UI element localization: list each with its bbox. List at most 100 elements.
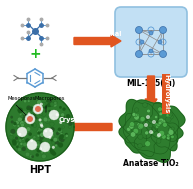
Circle shape — [36, 153, 39, 156]
Circle shape — [146, 115, 150, 119]
Circle shape — [52, 115, 56, 119]
Circle shape — [19, 113, 23, 116]
Circle shape — [58, 128, 63, 133]
Circle shape — [31, 124, 34, 126]
Circle shape — [166, 113, 171, 118]
Circle shape — [50, 130, 53, 133]
Circle shape — [49, 99, 53, 104]
Circle shape — [149, 49, 153, 53]
Circle shape — [26, 127, 30, 131]
Circle shape — [32, 104, 37, 109]
Circle shape — [38, 127, 42, 132]
Circle shape — [140, 117, 145, 122]
Circle shape — [134, 108, 139, 112]
Circle shape — [31, 138, 35, 142]
Polygon shape — [119, 100, 159, 139]
Polygon shape — [6, 93, 74, 161]
Circle shape — [35, 108, 38, 112]
Circle shape — [68, 125, 71, 128]
Circle shape — [20, 135, 24, 139]
Circle shape — [18, 108, 23, 112]
Circle shape — [130, 132, 136, 137]
Circle shape — [55, 141, 59, 146]
Circle shape — [40, 133, 44, 137]
Circle shape — [30, 143, 34, 147]
Circle shape — [55, 144, 58, 147]
Circle shape — [16, 146, 19, 148]
Circle shape — [24, 100, 27, 103]
Circle shape — [51, 139, 53, 141]
Circle shape — [59, 136, 63, 140]
Circle shape — [29, 97, 31, 99]
Circle shape — [169, 113, 172, 116]
Circle shape — [38, 129, 42, 132]
Circle shape — [171, 127, 174, 130]
Circle shape — [35, 117, 37, 119]
Circle shape — [48, 99, 52, 103]
Circle shape — [40, 125, 43, 128]
Circle shape — [68, 121, 73, 126]
Circle shape — [20, 115, 24, 118]
Circle shape — [49, 129, 52, 132]
Circle shape — [37, 134, 40, 137]
Circle shape — [163, 122, 167, 127]
Circle shape — [59, 138, 62, 141]
Circle shape — [65, 133, 68, 136]
Circle shape — [19, 139, 22, 142]
Circle shape — [160, 50, 167, 57]
Circle shape — [17, 125, 20, 127]
Circle shape — [50, 150, 55, 154]
Circle shape — [137, 123, 141, 126]
Circle shape — [56, 132, 59, 135]
Circle shape — [49, 149, 52, 152]
Circle shape — [167, 136, 170, 140]
Circle shape — [27, 116, 33, 122]
Circle shape — [156, 125, 159, 129]
Circle shape — [62, 126, 65, 128]
Polygon shape — [145, 103, 185, 142]
FancyArrow shape — [74, 35, 121, 47]
Circle shape — [25, 152, 30, 157]
Circle shape — [26, 143, 29, 146]
Circle shape — [60, 132, 63, 135]
Circle shape — [36, 143, 40, 147]
Circle shape — [33, 136, 36, 139]
Circle shape — [41, 147, 45, 150]
Circle shape — [158, 107, 162, 112]
Circle shape — [59, 106, 62, 109]
Circle shape — [132, 113, 136, 116]
Circle shape — [161, 134, 166, 139]
Circle shape — [47, 118, 51, 122]
Circle shape — [28, 132, 32, 136]
Circle shape — [53, 137, 58, 142]
Circle shape — [60, 134, 64, 139]
Circle shape — [41, 154, 46, 159]
Circle shape — [127, 127, 131, 131]
Text: Anatase TiO₂: Anatase TiO₂ — [123, 159, 179, 168]
Circle shape — [65, 120, 69, 124]
Circle shape — [35, 111, 39, 115]
Circle shape — [31, 112, 36, 117]
Circle shape — [17, 127, 27, 137]
Circle shape — [15, 137, 18, 140]
Circle shape — [25, 114, 35, 124]
Polygon shape — [119, 113, 153, 147]
Circle shape — [27, 140, 37, 150]
Circle shape — [165, 117, 171, 122]
Circle shape — [49, 110, 59, 120]
Circle shape — [60, 137, 64, 142]
Circle shape — [65, 134, 68, 137]
Polygon shape — [125, 121, 161, 157]
Circle shape — [30, 121, 33, 124]
Circle shape — [50, 127, 55, 132]
Circle shape — [22, 114, 26, 118]
Circle shape — [60, 132, 63, 134]
Circle shape — [36, 141, 39, 144]
Circle shape — [149, 130, 153, 134]
Circle shape — [157, 133, 161, 137]
Circle shape — [33, 104, 43, 114]
Circle shape — [135, 50, 142, 57]
Polygon shape — [123, 100, 179, 154]
Circle shape — [40, 123, 43, 126]
Circle shape — [50, 102, 54, 106]
